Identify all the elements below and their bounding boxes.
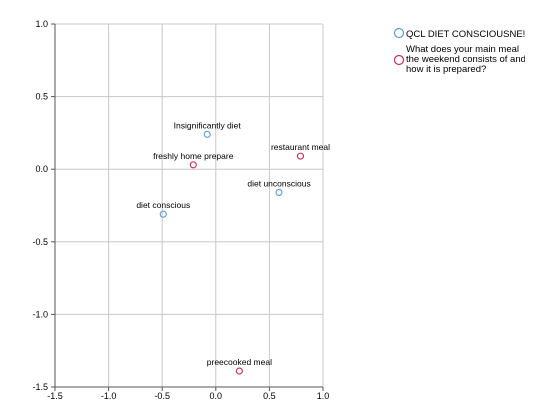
data-point: [203, 130, 211, 138]
legend-label: QCL DIET CONSCIOUSNE!: [406, 29, 525, 40]
data-point: [275, 188, 283, 196]
data-points: Insignificantly diet diet unconscious diet…: [136, 120, 330, 375]
data-point: [159, 210, 167, 218]
legend: QCL DIET CONSCIOUSNE! What does your main…: [393, 27, 526, 75]
data-point: [296, 152, 305, 160]
x-tick-label: 1.0: [317, 391, 330, 401]
x-tick-label: 0.5: [263, 391, 276, 401]
legend-marker: [393, 27, 405, 39]
data-point-label: Insignificantly diet: [174, 120, 242, 130]
legend-body: QCL DIET CONSCIOUSNE! What does your main…: [393, 27, 526, 75]
y-tick-label: 0.5: [35, 92, 48, 102]
data-point-label: freshly home prepare: [153, 151, 234, 161]
legend-label: how it is prepared?: [406, 64, 486, 75]
y-tick-label: -1.5: [32, 382, 48, 392]
legend-label: What does your main meal: [406, 44, 519, 55]
x-tick-label: -1.5: [47, 391, 63, 401]
y-tick-label: 1.0: [35, 19, 48, 29]
data-point-label: diet unconscious: [247, 178, 310, 188]
data-point: [189, 161, 197, 169]
x-tick-label: -0.5: [154, 391, 170, 401]
axes: -1.5 -1.0 -0.5 0.0 0.5 1.0 1.0 0.5 0.0 -0.5 -1.0 -1…: [32, 19, 329, 401]
plot-area: [55, 24, 323, 387]
y-tick-label: -0.5: [32, 237, 48, 247]
y-tick-label: -1.0: [32, 309, 48, 319]
data-point-label: restaurant meal: [271, 142, 330, 152]
data-point-label: preecooked meal: [207, 357, 272, 367]
x-tick-label: -1.0: [101, 391, 117, 401]
data-point: [235, 367, 243, 375]
x-tick-label: 0.0: [210, 391, 223, 401]
legend-label: the weekend consists of and: [406, 54, 526, 65]
data-point-label: diet conscious: [136, 200, 190, 210]
grid: [54, 23, 324, 388]
y-tick-label: 0.0: [35, 164, 48, 174]
legend-marker: [393, 54, 405, 66]
